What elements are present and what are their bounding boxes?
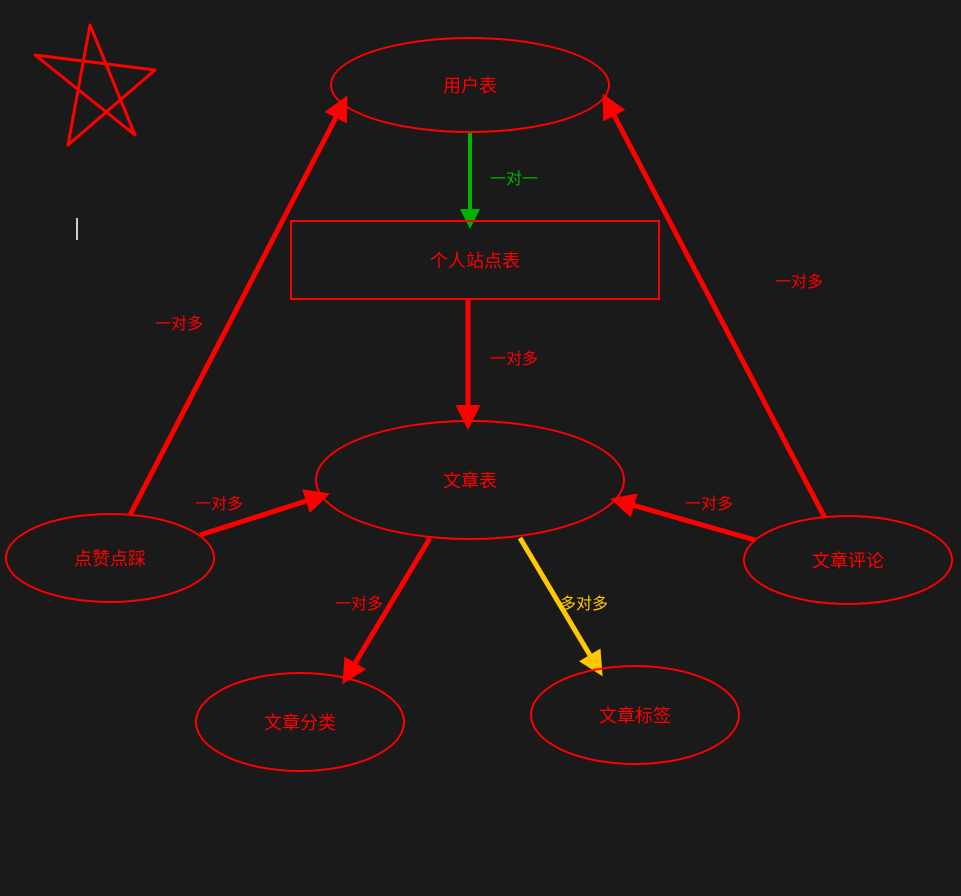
node-site: 个人站点表	[290, 220, 660, 300]
node-label-user: 用户表	[443, 72, 497, 98]
node-tag: 文章标签	[530, 665, 740, 765]
node-label-site: 个人站点表	[430, 247, 520, 273]
edge-label-like-article: 一对多	[195, 490, 243, 514]
text-cursor	[76, 218, 78, 240]
node-like: 点赞点踩	[5, 513, 215, 603]
edge-like-user	[130, 100, 345, 515]
edge-label-site-article: 一对多	[490, 345, 538, 369]
node-comment: 文章评论	[743, 515, 953, 605]
edge-label-article-category: 一对多	[335, 590, 383, 614]
edge-label-like-user: 一对多	[155, 310, 203, 334]
edge-label-comment-user: 一对多	[775, 268, 823, 292]
edge-comment-user	[605, 98, 825, 518]
node-article: 文章表	[315, 420, 625, 540]
edge-label-user-site: 一对一	[490, 165, 538, 189]
node-label-comment: 文章评论	[812, 547, 884, 573]
node-label-article: 文章表	[443, 467, 497, 493]
node-label-category: 文章分类	[264, 709, 336, 735]
star-scribble	[35, 25, 155, 145]
node-user: 用户表	[330, 37, 610, 133]
node-label-like: 点赞点踩	[74, 545, 146, 571]
edge-label-comment-article: 一对多	[685, 490, 733, 514]
node-category: 文章分类	[195, 672, 405, 772]
edge-label-article-tag: 多对多	[560, 590, 608, 614]
node-label-tag: 文章标签	[599, 702, 671, 728]
